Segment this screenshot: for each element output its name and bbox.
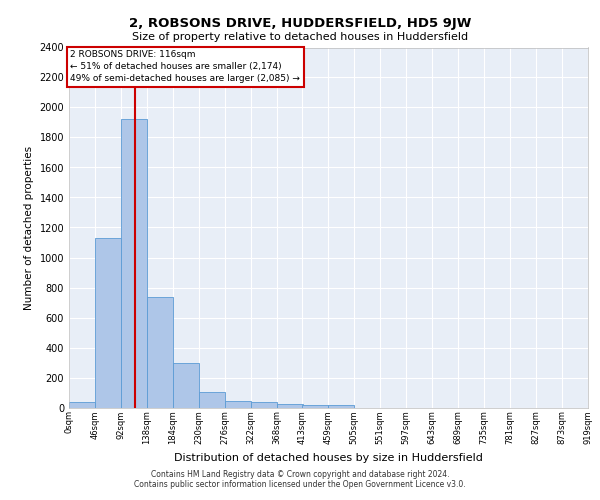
Text: Contains HM Land Registry data © Crown copyright and database right 2024.
Contai: Contains HM Land Registry data © Crown c… (134, 470, 466, 489)
Bar (328, 405, 354, 407)
Bar (302, 405, 328, 407)
Bar (121, 120, 147, 408)
Bar (225, 401, 251, 407)
Bar (147, 296, 173, 408)
Bar (95, 238, 121, 408)
Bar (251, 402, 277, 407)
Text: 2 ROBSONS DRIVE: 116sqm
← 51% of detached houses are smaller (2,174)
49% of semi: 2 ROBSONS DRIVE: 116sqm ← 51% of detache… (70, 50, 300, 83)
Bar (69, 402, 95, 407)
Text: 2, ROBSONS DRIVE, HUDDERSFIELD, HD5 9JW: 2, ROBSONS DRIVE, HUDDERSFIELD, HD5 9JW (129, 18, 471, 30)
Text: Size of property relative to detached houses in Huddersfield: Size of property relative to detached ho… (132, 32, 468, 42)
Y-axis label: Number of detached properties: Number of detached properties (24, 146, 34, 310)
Bar (277, 404, 303, 407)
Bar (173, 362, 199, 408)
Bar (199, 392, 225, 407)
X-axis label: Distribution of detached houses by size in Huddersfield: Distribution of detached houses by size … (174, 452, 483, 462)
